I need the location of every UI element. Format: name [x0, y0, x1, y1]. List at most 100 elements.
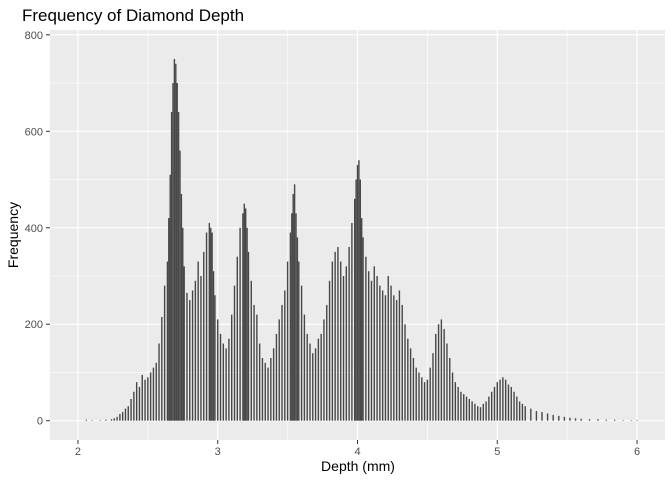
histogram-bar [272, 348, 275, 421]
histogram-bar [342, 276, 345, 421]
histogram-bar [390, 285, 392, 421]
histogram-bar [239, 227, 241, 421]
histogram-bar [482, 403, 484, 421]
histogram-bar [574, 418, 577, 421]
histogram-bar [546, 413, 549, 421]
histogram-bar [440, 319, 443, 421]
histogram-bar [309, 343, 311, 421]
histogram-bar [306, 333, 308, 421]
histogram-bar [170, 112, 173, 421]
histogram-bar [409, 348, 412, 421]
histogram-bar [91, 420, 93, 421]
histogram-bar [345, 266, 348, 421]
histogram-bar [636, 420, 638, 421]
histogram-bar [530, 408, 532, 421]
histogram-bar [432, 353, 434, 421]
bars [85, 58, 638, 421]
histogram-bar [423, 382, 426, 421]
histogram-bar [244, 208, 247, 421]
histogram-bar [175, 63, 177, 421]
histogram-bar [281, 304, 283, 421]
histogram-bar [291, 213, 293, 421]
chart-title: Frequency of Diamond Depth [22, 6, 244, 25]
histogram-bar [144, 379, 146, 421]
histogram-bar [373, 266, 375, 421]
y-tick-label: 200 [25, 319, 43, 331]
histogram-bar [384, 295, 387, 421]
histogram-bar [479, 407, 482, 421]
x-axis-title: Depth (mm) [321, 458, 395, 474]
histogram-bar [270, 358, 272, 421]
histogram-bar [200, 276, 202, 421]
histogram-bar [176, 83, 178, 421]
histogram-bar [355, 179, 357, 421]
histogram-bar [258, 343, 261, 421]
histogram-bar [516, 396, 518, 421]
histogram-bar [580, 418, 582, 421]
y-axis-title: Frequency [5, 202, 21, 268]
x-tick-label: 4 [354, 446, 360, 458]
histogram-bar [205, 232, 208, 421]
histogram-bar [233, 285, 236, 421]
histogram-bar [457, 386, 459, 421]
histogram-bar [85, 419, 88, 421]
histogram-bar [256, 314, 258, 421]
histogram-bar [360, 218, 363, 421]
histogram-bar [243, 203, 245, 421]
histogram-bar [163, 285, 166, 421]
histogram-bar [348, 247, 350, 421]
histogram-bar [121, 412, 124, 421]
histogram-bar [210, 227, 212, 421]
histogram-bar [630, 420, 633, 421]
histogram-bar [141, 374, 143, 421]
histogram-bar [518, 401, 521, 421]
histogram-bar [278, 319, 280, 421]
histogram-bar [454, 382, 457, 421]
histogram-bar [182, 227, 184, 421]
histogram-bar [493, 386, 496, 421]
histogram-bar [474, 403, 476, 421]
histogram-bar [337, 247, 339, 421]
histogram-bar [613, 419, 616, 421]
histogram-bar [521, 403, 524, 421]
x-tick-label: 2 [75, 446, 81, 458]
histogram-bar [381, 290, 384, 421]
histogram-bar [496, 382, 498, 421]
histogram-bar [471, 401, 473, 421]
histogram-bar [99, 420, 102, 421]
histogram-bar [161, 317, 163, 421]
histogram-bar [312, 353, 314, 421]
histogram-bar [535, 411, 538, 421]
histogram-bar [149, 372, 152, 421]
histogram-bar [597, 419, 599, 421]
histogram-bar [166, 261, 169, 421]
histogram-bar [415, 367, 417, 421]
histogram-bar [379, 285, 381, 421]
histogram-bar [362, 237, 364, 421]
histogram-bar [293, 184, 296, 421]
histogram-bar [504, 379, 507, 421]
histogram-bar [147, 377, 149, 421]
histogram-bar [510, 386, 512, 421]
histogram-bar [404, 324, 406, 421]
histogram-bar [286, 261, 289, 421]
histogram-bar [194, 280, 197, 421]
histogram-bar [296, 237, 299, 421]
histogram-bar [189, 300, 191, 421]
histogram-bar [465, 396, 468, 421]
histogram-bar [323, 319, 325, 421]
histogram-bar [370, 280, 373, 421]
histogram-bar [267, 367, 269, 421]
histogram-bar [354, 198, 356, 421]
histogram-bar [155, 362, 157, 421]
histogram-bar [191, 290, 194, 421]
histogram-bar [211, 232, 213, 421]
histogram-bar [292, 194, 294, 421]
histogram-bar [429, 367, 431, 421]
histogram-bar [359, 179, 361, 421]
histogram-bar [331, 261, 334, 421]
histogram-bar [135, 382, 138, 421]
y-tick-label: 400 [25, 223, 43, 235]
histogram-bar [407, 338, 409, 421]
histogram-bar [264, 362, 266, 421]
